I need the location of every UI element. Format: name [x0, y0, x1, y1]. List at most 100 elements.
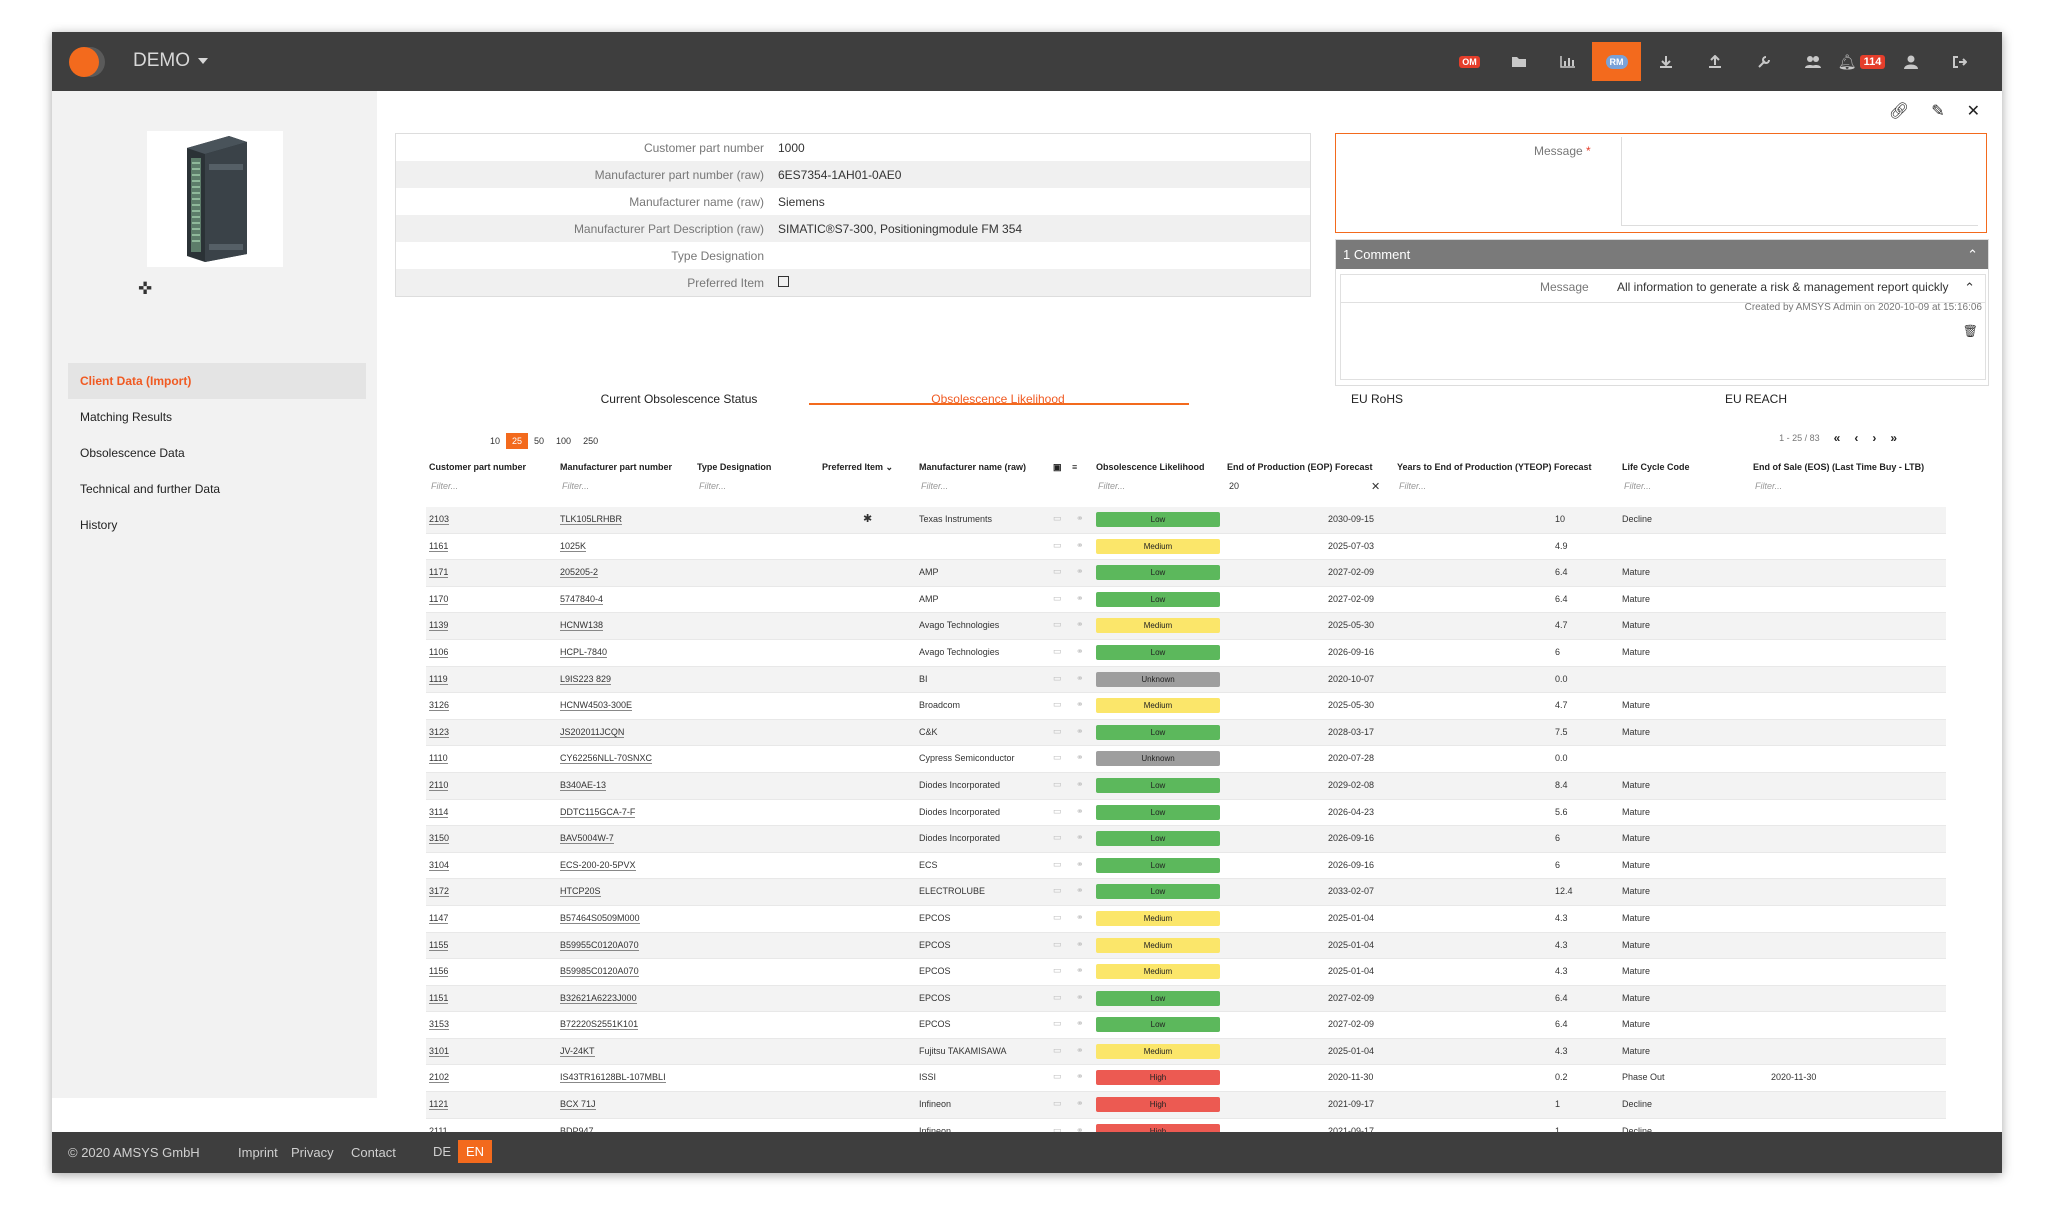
filter-likelihood[interactable]: Filter...	[1098, 481, 1126, 491]
next-page-icon[interactable]: ›	[1872, 431, 1877, 445]
table-row[interactable]: 1139 HCNW138 Avago Technologies 2025-05-30 4…	[426, 613, 1946, 640]
filter-eos[interactable]: Filter...	[1755, 481, 1783, 491]
cell-cpn[interactable]: 1151	[429, 992, 449, 1004]
col-header-mpn[interactable]: Manufacturer part number	[560, 462, 673, 472]
folder-icon[interactable]: ▭	[1053, 513, 1062, 523]
cell-mpn[interactable]: JS202011JCQN	[560, 726, 625, 738]
table-row[interactable]: 3153 B72220S2551K101 EPCOS 2027-02-09 6.4 Mat…	[426, 1012, 1946, 1039]
folder-icon[interactable]: ▭	[1053, 645, 1062, 656]
cell-mpn[interactable]: B59985C0120A070	[560, 966, 639, 978]
folder-icon[interactable]: ▭	[1053, 1071, 1062, 1082]
page-size-option[interactable]: 50	[534, 436, 545, 446]
download-icon[interactable]	[1641, 42, 1690, 81]
filter-eop[interactable]: 20	[1229, 481, 1240, 491]
cell-cpn[interactable]: 1155	[429, 939, 449, 951]
cell-mpn[interactable]: 205205-2	[560, 567, 599, 579]
footer-link-contact[interactable]: Contact	[351, 1145, 396, 1160]
chevron-up-icon[interactable]: ⌃	[1964, 280, 1975, 295]
tab-eu-rohs[interactable]: EU RoHS	[1350, 392, 1403, 406]
cell-cpn[interactable]: 1171	[429, 567, 449, 579]
cell-mpn[interactable]: CY62256NLL-70SNXC	[560, 753, 653, 765]
col-header-lcc[interactable]: Life Cycle Code	[1622, 462, 1690, 472]
cell-mpn[interactable]: HCNW138	[560, 620, 604, 632]
cell-mpn[interactable]: HTCP20S	[560, 886, 601, 898]
tab-eu-reach[interactable]: EU REACH	[1724, 392, 1787, 406]
table-row[interactable]: 1171 205205-2 AMP 2027-02-09 6.4 Mature ▭ ⚭ Low	[426, 560, 1946, 587]
cell-cpn[interactable]: 1161	[429, 540, 449, 552]
sidebar-item-obsolescence-data[interactable]: Obsolescence Data	[80, 446, 185, 460]
page-size-option[interactable]: 10	[490, 436, 501, 446]
cell-mpn[interactable]: L9IS223 829	[560, 673, 612, 685]
link-icon[interactable]: ⚭	[1076, 805, 1084, 816]
link-icon[interactable]: ⚭	[1076, 778, 1084, 789]
link-icon[interactable]: ⚭	[1076, 592, 1084, 603]
link-icon[interactable]: ⚭	[1076, 672, 1084, 683]
link-icon[interactable]: ⚭	[1076, 1044, 1084, 1055]
cell-mpn[interactable]: IS43TR16128BL-107MBLI	[560, 1072, 666, 1084]
cell-mpn[interactable]: B32621A6223J000	[560, 992, 637, 1004]
folder-icon[interactable]: ▭	[1053, 885, 1062, 896]
link-icon[interactable]: ⚭	[1076, 619, 1084, 630]
lang-de[interactable]: DE	[433, 1144, 452, 1159]
move-icon[interactable]: ✜	[138, 279, 153, 298]
link-icon[interactable]: ⚭	[1076, 539, 1084, 550]
folder-icon[interactable]: ▭	[1053, 1018, 1062, 1029]
table-row[interactable]: 1156 B59985C0120A070 EPCOS 2025-01-04 4.3 Mat…	[426, 959, 1946, 986]
folder-icon[interactable]: ▭	[1053, 832, 1062, 843]
table-row[interactable]: 2102 IS43TR16128BL-107MBLI ISSI 2020-11-30 0…	[426, 1065, 1946, 1093]
cell-cpn[interactable]: 1106	[429, 646, 449, 658]
cell-mpn[interactable]: 1025K	[560, 540, 587, 552]
folder-icon[interactable]: ▭	[1053, 539, 1062, 550]
table-row[interactable]: 1170 5747840-4 AMP 2027-02-09 6.4 Mature ▭ ⚭ Low	[426, 587, 1946, 614]
cell-mpn[interactable]: B59955C0120A070	[560, 939, 639, 951]
edit-icon[interactable]: ✎	[1931, 103, 1945, 120]
filter-lcc[interactable]: Filter...	[1624, 481, 1652, 491]
cell-cpn[interactable]: 1119	[429, 673, 448, 685]
folder-icon[interactable]: ▭	[1053, 965, 1062, 976]
cell-cpn[interactable]: 3153	[429, 1019, 450, 1031]
table-row[interactable]: 1110 CY62256NLL-70SNXC Cypress Semiconduct…	[426, 746, 1946, 773]
folder-icon[interactable]: ▭	[1053, 752, 1062, 763]
notifications-button[interactable]: 🔔︎ 114	[1837, 42, 1886, 81]
link-icon[interactable]: ⚭	[1076, 725, 1084, 736]
link-icon[interactable]: ⚭	[1076, 858, 1084, 869]
link-icon[interactable]: ⚭	[1076, 1124, 1084, 1135]
message-textarea[interactable]	[1621, 137, 1978, 226]
col-header-likelihood[interactable]: Obsolescence Likelihood	[1096, 462, 1205, 472]
filter-yteop[interactable]: Filter...	[1399, 481, 1427, 491]
sidebar-item-client-data[interactable]: Client Data (Import)	[68, 363, 366, 399]
page-size-option[interactable]: 25	[506, 433, 529, 449]
page-size-option[interactable]: 100	[556, 436, 572, 446]
cell-cpn[interactable]: 3126	[429, 700, 450, 712]
folder-icon[interactable]: ▭	[1053, 1098, 1062, 1109]
cell-cpn[interactable]: 3172	[429, 886, 450, 898]
table-row[interactable]: 1147 B57464S0509M000 EPCOS 2025-01-04 4.3 Mat…	[426, 906, 1946, 933]
user-icon[interactable]	[1886, 42, 1935, 81]
page-size-option[interactable]: 250	[583, 436, 599, 446]
folder-icon[interactable]: ▭	[1053, 1044, 1062, 1055]
filter-mpn[interactable]: Filter...	[562, 481, 590, 491]
tab-obsolescence-likelihood[interactable]: Obsolescence Likelihood	[931, 392, 1065, 406]
cell-cpn[interactable]: 1139	[429, 620, 449, 632]
cell-cpn[interactable]: 3123	[429, 726, 450, 738]
col-header-preferred[interactable]: Preferred Item ⌄	[822, 462, 894, 472]
cell-mpn[interactable]: HCPL-7840	[560, 646, 608, 658]
table-row[interactable]: 1151 B32621A6223J000 EPCOS 2027-02-09 6.4 Mat…	[426, 985, 1946, 1013]
table-row[interactable]: 2110 B340AE-13 Diodes Incorporated 2029-02-…	[426, 772, 1946, 800]
logout-icon[interactable]	[1935, 42, 1984, 81]
table-row[interactable]: 3104 ECS-200-20-5PVX ECS 2026-09-16 6 Mature ▭…	[426, 853, 1946, 880]
table-row[interactable]: 3172 HTCP20S ELECTROLUBE 2033-02-07 12.4 Matu…	[426, 879, 1946, 906]
link-icon[interactable]: ⚭	[1076, 645, 1084, 656]
chevron-up-icon[interactable]: ⌃	[1967, 247, 1978, 262]
cell-mpn[interactable]: B72220S2551K101	[560, 1019, 639, 1031]
link-icon[interactable]: ⚭	[1076, 752, 1084, 763]
table-row[interactable]: 1106 HCPL-7840 Avago Technologies 2026-09-1…	[426, 640, 1946, 667]
folder-icon[interactable]: ▭	[1053, 858, 1062, 869]
cell-mpn[interactable]: JV-24KT	[560, 1045, 595, 1057]
col-header-yteop[interactable]: Years to End of Production (YTEOP) Forec…	[1397, 462, 1592, 472]
last-page-icon[interactable]: »	[1890, 431, 1897, 445]
cell-cpn[interactable]: 2103	[429, 514, 450, 525]
filter-type[interactable]: Filter...	[699, 481, 727, 491]
cell-mpn[interactable]: B340AE-13	[560, 779, 607, 791]
folder-icon[interactable]: ▭	[1053, 592, 1062, 603]
